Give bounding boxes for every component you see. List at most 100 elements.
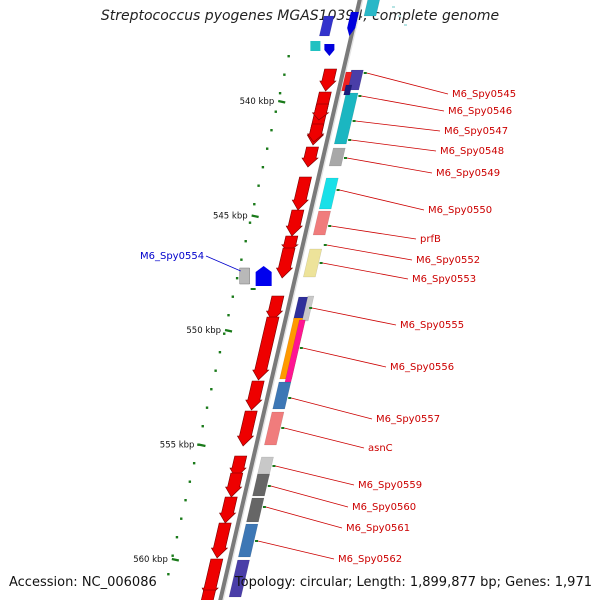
small-feature [310,41,321,51]
feature-bar [272,381,292,410]
gene-label: asnC [368,443,393,454]
cds-arrow [306,123,325,143]
gene-label: M6_Spy0545 [452,89,516,100]
ruler-ticks: 540 kbp 545 kbp 550 kbp 555 kbp 560 kbp [133,97,286,565]
feature-bar [319,15,335,37]
ruler-dot [299,347,303,349]
cds-arrow [252,316,280,381]
label-leader-line [322,262,409,280]
label-leader-line [291,397,373,420]
genome-summary-text: Topology: circular; Length: 1,899,877 bp… [234,575,592,590]
cds-arrow [210,522,232,559]
gene-label: M6_Spy0548 [440,146,504,157]
map-title: Streptococcus pyogenes MGAS10394, comple… [100,8,500,24]
ruler-dot [270,129,273,132]
ruler-dot [267,485,271,487]
cds-arrow [219,496,238,524]
label-leader-line [355,120,441,132]
ruler-dot [343,157,347,159]
feature-bar [237,523,259,558]
ruler-tick-label: 545 kbp [213,212,248,222]
ruler-dot [328,225,332,227]
cds-arrow [236,410,258,447]
ruler-dot [278,92,282,95]
ruler-dot [175,536,179,539]
label-leader-line [312,307,397,326]
gene-label: prfB [420,234,441,245]
backbone-highlight [221,0,364,600]
cds-arrow [319,68,338,92]
label-leader-line [326,244,413,261]
ruler-dot [283,73,286,76]
ruler-dot [255,540,259,542]
cds-arrow-blue [347,12,359,36]
gene-label: M6_Spy0547 [444,126,508,137]
accession-text: Accession: NC_006086 [9,575,157,590]
ruler-dot [363,72,367,74]
feature-bar [246,497,265,523]
ruler-dot [281,427,285,429]
ruler-dot [262,506,266,508]
ruler-tick-label: 540 kbp [240,97,275,107]
cds-arrow [301,146,319,168]
label-leader-line [302,347,387,368]
ruler-tick [224,328,233,333]
ruler-dot [253,203,256,206]
ruler-dot [272,465,276,467]
label-leader-line [366,72,449,95]
ruler-tick [277,99,286,104]
ruler-dot [167,573,170,576]
gene-label: M6_Spy0553 [412,274,476,285]
feature-track [201,0,380,600]
ruler-dot [240,258,243,261]
ruler-tick-label: 560 kbp [133,555,168,565]
ruler-dot [261,166,265,169]
small-cds-blue [324,44,335,56]
label-leader-line [331,225,417,240]
label-leader-line [270,485,349,508]
cds-arrow [225,472,244,498]
ruler-dot [180,517,183,520]
cds-arrow [265,295,285,322]
label-leader-line [265,506,343,529]
label-leader-line [205,255,241,272]
ruler-dot [352,120,356,122]
label-leader-line [361,95,445,112]
feature-bar [312,210,331,236]
ruler-dot [223,332,226,335]
ruler-dot [348,139,352,141]
gene-label: M6_Spy0549 [436,168,500,179]
gene-label: M6_Spy0556 [390,362,454,373]
feature-bar [264,411,285,446]
cds-arrow [275,247,296,279]
ruler-dot [227,314,230,317]
gene-label: M6_Spy0561 [346,523,410,534]
ruler-dot [336,189,340,191]
ruler-dot [250,288,256,290]
ruler-dot [309,307,313,309]
ruler-dot [188,480,192,483]
ruler-dot [257,184,260,187]
ruler-dot [210,388,213,391]
ruler-dot [218,351,222,354]
backbone-line [218,0,362,600]
feature-bar [343,84,353,96]
ruler-dot [288,397,292,399]
ruler-tick-label: 550 kbp [186,326,221,336]
feature-bar [303,248,323,278]
feature-bar [333,92,359,145]
label-leader-line [346,157,433,174]
cds-arrow [285,209,305,237]
ruler-dot [184,499,187,502]
ruler-dot [231,295,235,298]
gene-label: M6_Spy0560 [352,502,416,513]
label-leader-line [351,139,437,152]
feature-bar [363,0,380,17]
cds-arrow [311,103,330,121]
ruler-dot [201,425,204,428]
ruler-dot [287,55,290,58]
gene-label: M6_Spy0546 [448,106,512,117]
feature-bar [301,295,315,322]
gene-label: M6_Spy0557 [376,414,440,425]
